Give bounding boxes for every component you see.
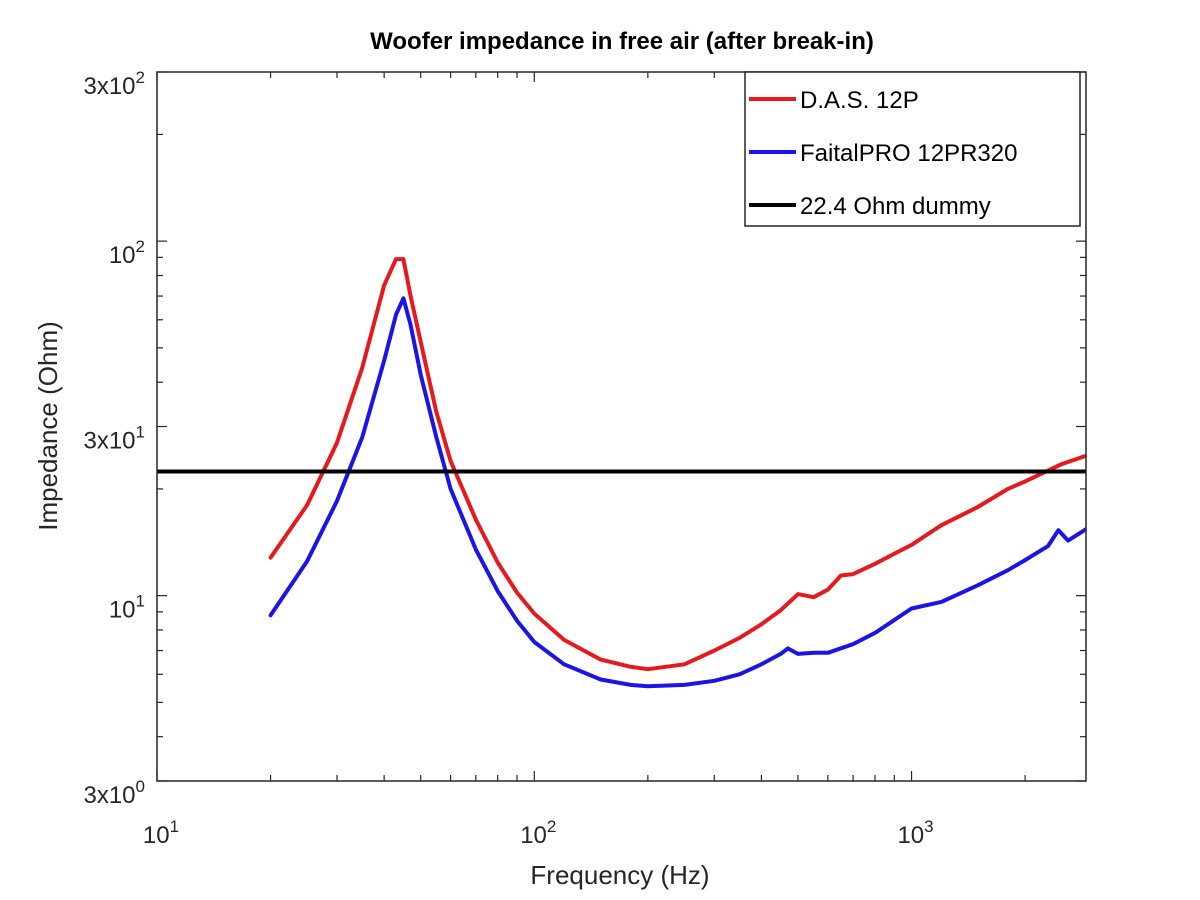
x-tick-label: 103 [897,817,933,849]
legend-box [744,71,1081,227]
x-tick-label: 102 [520,817,556,849]
y-tick-label: 102 [109,237,145,269]
x-tick-label: 101 [143,817,179,849]
legend-label-1: D.A.S. 12P [800,87,919,114]
chart-title: Woofer impedance in free air (after brea… [370,28,874,55]
x-axis-label: Frequency (Hz) [530,860,709,890]
tick-labels: 101 102 103 3x100 101 3x101 102 3x102 [83,68,933,849]
y-tick-label: 3x102 [83,68,145,100]
y-tick-label: 101 [109,592,145,624]
series-layer [157,257,1086,689]
series-line-2 [268,296,1086,689]
legend-label-3: 22.4 Ohm dummy [800,193,991,220]
legend: D.A.S. 12P FaitalPRO 12PR320 22.4 Ohm dumm… [744,71,1081,227]
y-tick-label: 3x100 [83,777,145,809]
legend-label-2: FaitalPRO 12PR320 [800,140,1017,167]
axes-box [156,71,1087,782]
y-axis-label: Impedance (Ohm) [33,321,63,531]
y-tick-label: 3x101 [83,423,145,455]
series-line-1 [268,257,1086,672]
